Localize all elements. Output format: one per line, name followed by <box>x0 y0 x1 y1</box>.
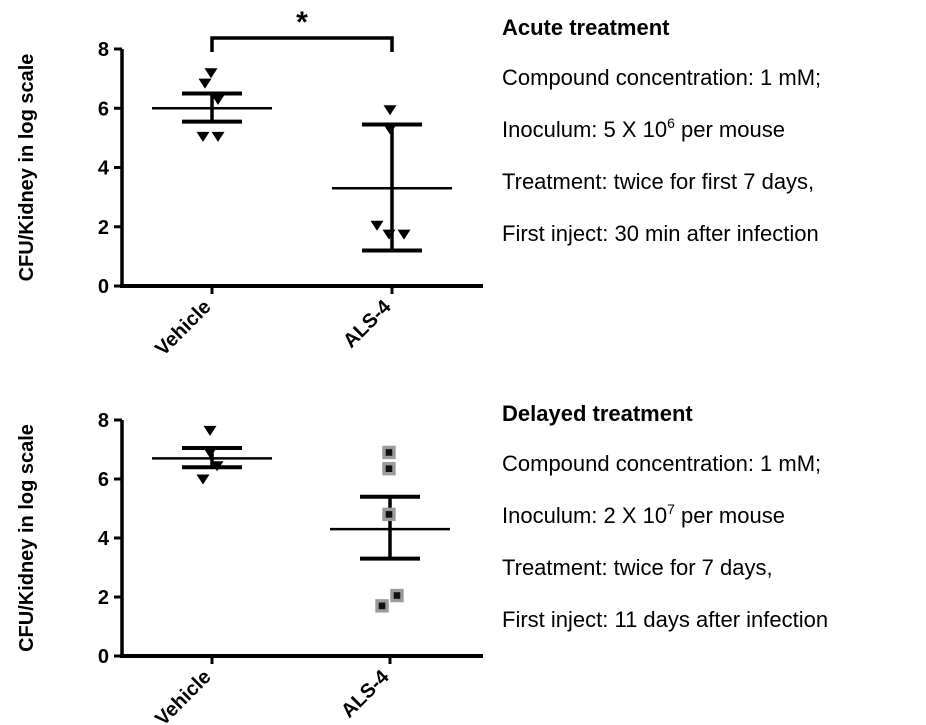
delayed-panel-title: Delayed treatment <box>502 401 693 426</box>
acute-treatment-chart: 0 2 4 6 8 Vehicle ALS-4 CFU/Kidney in log scale… <box>16 6 483 360</box>
info-text: Treatment: twice for 7 days, <box>502 555 773 580</box>
acute-panel-lines: Compound concentration: 1 mM; Inoculum: 5… <box>502 52 926 260</box>
info-line: Compound concentration: 1 mM; <box>502 438 926 490</box>
info-text: Compound concentration: 1 mM; <box>502 451 822 476</box>
info-text: per mouse <box>674 503 785 528</box>
info-text: First inject: 11 days after infection <box>502 607 829 632</box>
data-point-triangle <box>198 78 212 89</box>
data-point-triangle <box>370 220 384 231</box>
data-point-square <box>390 588 404 603</box>
info-text: Compound concentration: 1 mM; <box>502 65 822 90</box>
acute-panel-title: Acute treatment <box>502 15 670 40</box>
info-line: First inject: 30 min after infection <box>502 208 926 260</box>
data-point-triangle <box>211 94 225 105</box>
data-point-triangle <box>203 447 217 458</box>
y-tick-label: 2 <box>98 587 109 609</box>
data-point-triangle <box>204 68 218 79</box>
acute-info-panel: Acute treatment Compound concentration: … <box>502 4 926 260</box>
info-text: Inoculum: 2 X 10 <box>502 503 668 528</box>
superscript-text: 6 <box>667 115 675 131</box>
y-tick-label: 4 <box>98 158 110 180</box>
y-tick-label: 0 <box>98 646 109 668</box>
data-point-square <box>375 599 389 613</box>
data-point-triangle <box>203 425 217 436</box>
category-label: ALS-4 <box>337 665 394 722</box>
data-point-triangle <box>382 229 396 240</box>
y-tick-label: 8 <box>98 39 109 61</box>
info-line: Treatment: twice for first 7 days, <box>502 156 926 208</box>
superscript-text: 7 <box>667 501 675 517</box>
info-text: Inoculum: 5 X 10 <box>502 117 668 142</box>
data-point-square <box>382 461 396 476</box>
info-text: per mouse <box>674 117 785 142</box>
delayed-info-panel: Delayed treatment Compound concentration… <box>502 390 926 646</box>
category-label: ALS-4 <box>339 295 396 352</box>
y-tick-label: 6 <box>98 469 109 491</box>
data-point-triangle <box>210 461 224 472</box>
delayed-treatment-chart: 0 2 4 6 8 Vehicle ALS-4 CFU/Kidney in log scale <box>16 410 483 725</box>
y-tick-label: 2 <box>98 217 109 239</box>
y-axis-title: CFU/Kidney in log scale <box>16 424 38 652</box>
info-line: Inoculum: 5 X 106 per mouse <box>502 104 926 156</box>
category-label: Vehicle <box>151 666 215 725</box>
category-label: Vehicle <box>151 296 215 360</box>
y-tick-label: 0 <box>98 276 109 298</box>
data-point-triangle <box>196 131 210 142</box>
info-line: Treatment: twice for 7 days, <box>502 542 926 594</box>
info-text: Treatment: twice for first 7 days, <box>502 169 815 194</box>
data-point-square <box>382 445 396 460</box>
significance-star: * <box>296 6 308 39</box>
delayed-panel-lines: Compound concentration: 1 mM; Inoculum: 2… <box>502 438 926 646</box>
info-text: First inject: 30 min after infection <box>502 221 819 246</box>
info-line: Inoculum: 2 X 107 per mouse <box>502 490 926 542</box>
info-line: Compound concentration: 1 mM; <box>502 52 926 104</box>
data-point-triangle <box>383 124 397 135</box>
data-point-triangle <box>211 131 225 142</box>
y-tick-label: 6 <box>98 98 109 120</box>
data-point-triangle <box>397 229 411 240</box>
y-tick-label: 4 <box>98 528 110 550</box>
data-point-square <box>382 507 396 522</box>
info-line: First inject: 11 days after infection <box>502 594 926 646</box>
y-axis-title: CFU/Kidney in log scale <box>16 54 38 282</box>
significance-bracket <box>210 36 394 52</box>
data-point-triangle <box>383 105 397 116</box>
y-tick-label: 8 <box>98 410 109 432</box>
data-point-triangle <box>196 474 210 485</box>
